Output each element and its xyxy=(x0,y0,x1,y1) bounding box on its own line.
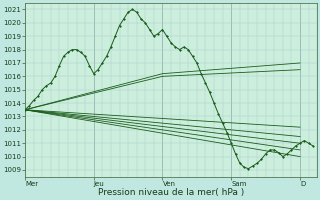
X-axis label: Pression niveau de la mer( hPa ): Pression niveau de la mer( hPa ) xyxy=(98,188,244,197)
